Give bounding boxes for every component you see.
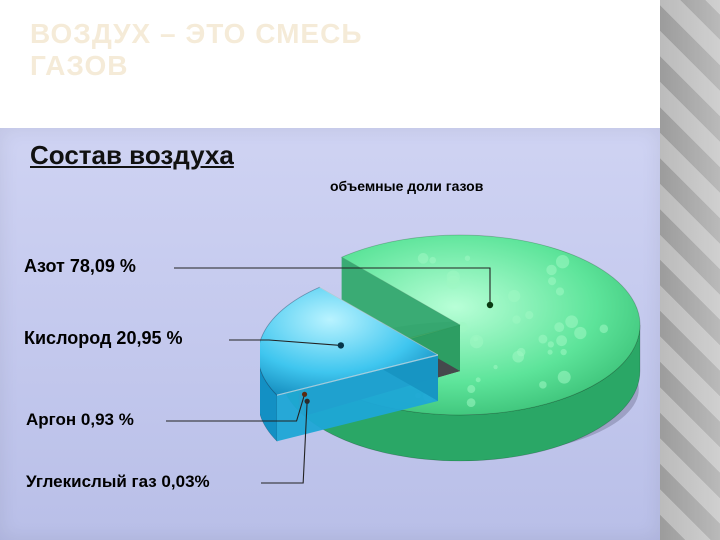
slice-label-oxygen: Кислород 20,95 % [24,328,182,349]
slice-label-argon: Аргон 0,93 % [26,410,134,430]
slice-label-co2: Углекислый газ 0,03% [26,472,210,492]
slide: ВОЗДУХ – ЭТО СМЕСЬ ГАЗОВ Состав воздуха … [0,0,720,540]
slide-title: ВОЗДУХ – ЭТО СМЕСЬ ГАЗОВ [30,18,362,82]
chart-subtitle: объемные доли газов [330,178,483,194]
side-decoration [660,0,720,540]
slide-title-line1: ВОЗДУХ – ЭТО СМЕСЬ [30,18,362,50]
pie-chart [260,195,660,535]
slide-title-line2: ГАЗОВ [30,50,362,82]
slice-label-nitrogen: Азот 78,09 % [24,256,136,277]
chart-title: Состав воздуха [30,140,234,171]
